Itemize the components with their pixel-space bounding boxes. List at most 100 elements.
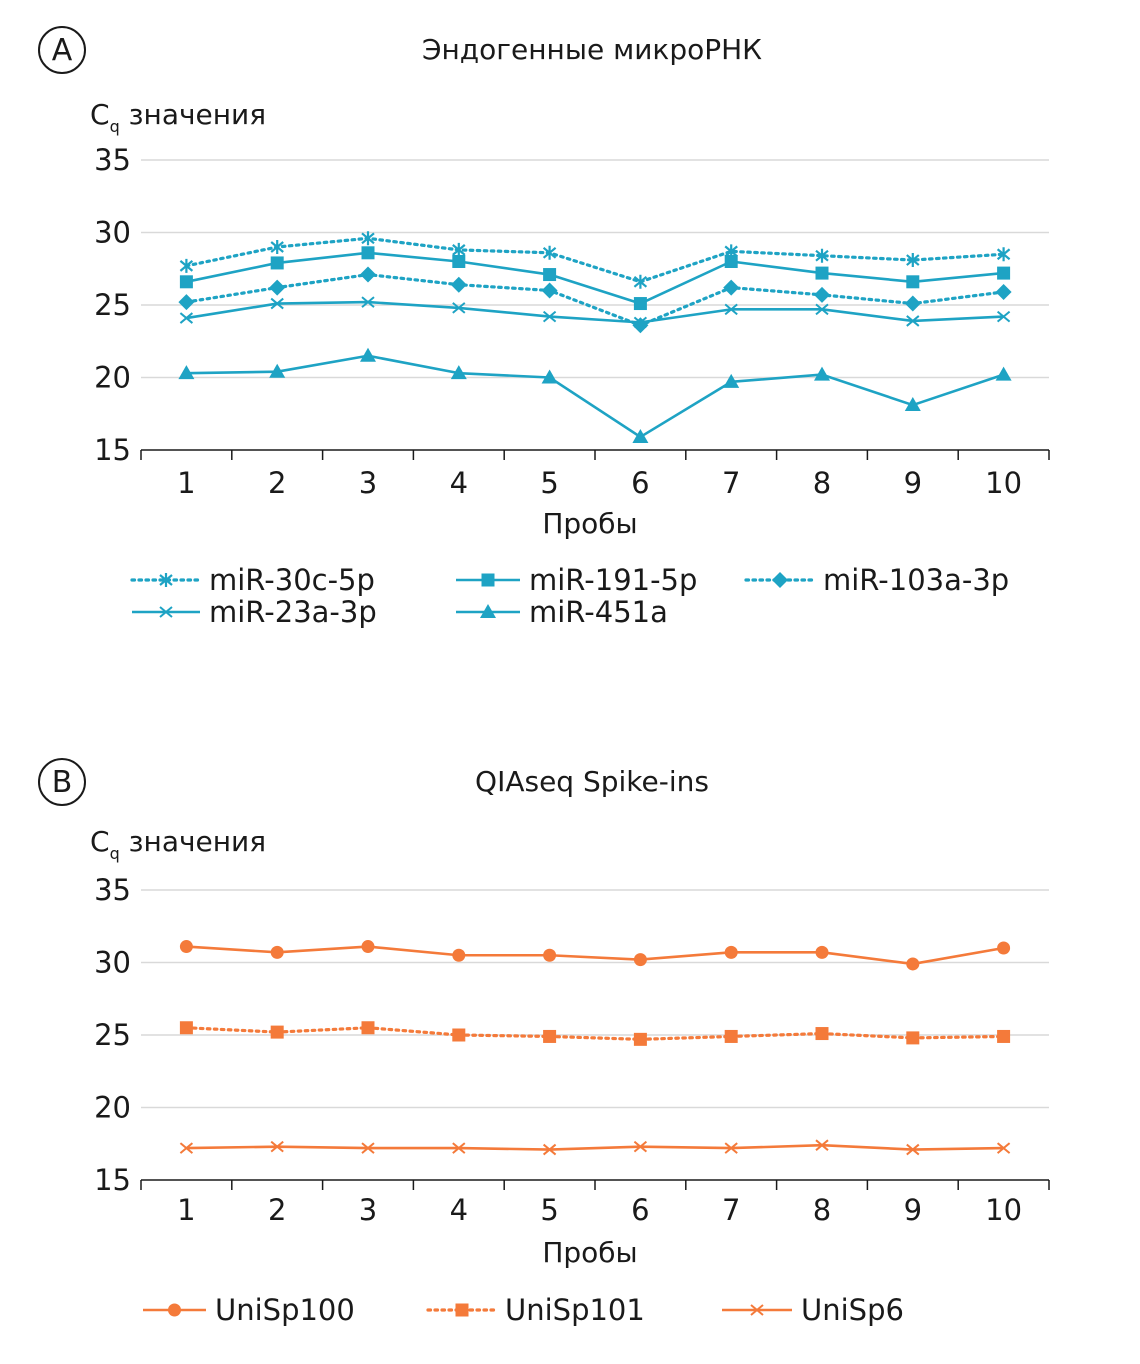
y-tick-label: 30: [94, 216, 131, 250]
data-point: [815, 248, 829, 263]
legend-marker: [168, 1303, 181, 1317]
legend-marker: [159, 573, 173, 587]
legend-item-mir-191-5p: miR-191-5p: [456, 563, 697, 597]
y-axis-label-main: C: [90, 825, 110, 858]
data-point: [542, 1143, 557, 1156]
legend-label: miR-103a-3p: [823, 563, 1009, 597]
data-point: [270, 240, 284, 254]
legend-item-unisp6: UniSp6: [722, 1293, 904, 1327]
data-point: [997, 1029, 1011, 1043]
panel-letter: A: [52, 33, 73, 68]
series-mir-191-5p: [179, 246, 1011, 311]
data-point: [996, 1142, 1011, 1154]
series-line: [186, 300, 1004, 324]
data-point: [541, 369, 558, 384]
data-point: [904, 397, 921, 412]
y-tick-label: 15: [94, 433, 131, 467]
data-point: [906, 275, 920, 289]
legend-item-mir-451a: miR-451a: [456, 595, 668, 629]
legend-marker: [772, 572, 788, 588]
data-point: [270, 1025, 284, 1039]
data-point: [996, 310, 1011, 323]
x-axis-label: Пробы: [542, 1236, 637, 1269]
x-tick-label: 9: [904, 1193, 922, 1227]
data-point: [360, 266, 376, 283]
y-axis-label-rest: значения: [120, 98, 266, 131]
data-point: [361, 231, 375, 246]
data-point: [361, 1021, 375, 1035]
data-point: [179, 1021, 193, 1035]
y-tick-label: 20: [94, 1091, 131, 1125]
data-point: [997, 266, 1011, 280]
series-unisp101: [179, 1021, 1011, 1046]
series-line: [184, 236, 1006, 284]
x-tick-label: 3: [359, 466, 377, 500]
series-mir-451a: [178, 347, 1012, 443]
legend-marker: [159, 606, 173, 618]
data-point: [452, 1142, 466, 1154]
x-tick-label: 6: [631, 1193, 649, 1227]
data-point: [543, 268, 557, 282]
data-point: [269, 363, 286, 378]
y-axis-label-sub: q: [110, 844, 120, 863]
data-point: [270, 1140, 284, 1153]
legend-label: miR-191-5p: [529, 563, 697, 597]
chart-title: Эндогенные микроРНК: [422, 33, 762, 66]
legend-item-unisp101: UniSp101: [426, 1293, 645, 1327]
data-point: [179, 275, 193, 289]
data-point: [724, 303, 738, 316]
data-point: [543, 948, 557, 962]
data-point: [361, 940, 375, 954]
data-point: [724, 945, 738, 959]
data-point: [815, 266, 829, 280]
series-mir-103a-3p: [178, 266, 1012, 334]
data-point: [633, 1140, 648, 1153]
legend-label: miR-30c-5p: [209, 563, 375, 597]
series-unisp100: [179, 940, 1011, 971]
data-point: [904, 295, 921, 312]
data-point: [723, 279, 740, 296]
y-tick-label: 30: [94, 946, 131, 980]
data-point: [633, 1032, 647, 1046]
data-point: [815, 1027, 829, 1041]
x-tick-label: 4: [450, 466, 468, 500]
legend-item-mir-23a-3p: miR-23a-3p: [132, 595, 377, 629]
data-point: [815, 1139, 829, 1151]
panel-letter-circle: [38, 26, 86, 74]
data-point: [452, 255, 466, 268]
x-tick-label: 5: [540, 1193, 558, 1227]
x-tick-label: 8: [813, 466, 831, 500]
legend-marker: [455, 1303, 469, 1317]
series-line: [186, 1143, 1004, 1151]
x-tick-label: 1: [177, 466, 195, 500]
x-tick-label: 7: [722, 466, 740, 500]
data-point: [815, 303, 829, 316]
series-line: [184, 1026, 1006, 1041]
data-point: [633, 953, 647, 967]
x-tick-label: 1: [177, 1193, 195, 1227]
data-point: [541, 282, 558, 299]
y-axis-label: Cq значения: [90, 825, 266, 863]
y-tick-label: 15: [94, 1163, 131, 1197]
series-unisp6: [179, 1139, 1011, 1156]
y-tick-label: 25: [94, 1018, 131, 1052]
data-point: [178, 365, 195, 380]
data-point: [269, 279, 286, 296]
x-axis-label: Пробы: [542, 507, 637, 540]
data-point: [996, 247, 1011, 262]
data-point: [906, 315, 920, 327]
series-line: [186, 251, 1004, 305]
data-point: [542, 245, 557, 260]
data-point: [178, 294, 195, 311]
data-point: [361, 296, 375, 308]
y-tick-label: 35: [94, 873, 131, 907]
data-point: [995, 283, 1012, 300]
y-axis-label-main: C: [90, 98, 110, 131]
x-tick-label: 2: [268, 466, 286, 500]
legend-item-mir-30c-5p: miR-30c-5p: [130, 563, 375, 597]
data-point: [632, 428, 649, 443]
data-point: [179, 940, 193, 954]
